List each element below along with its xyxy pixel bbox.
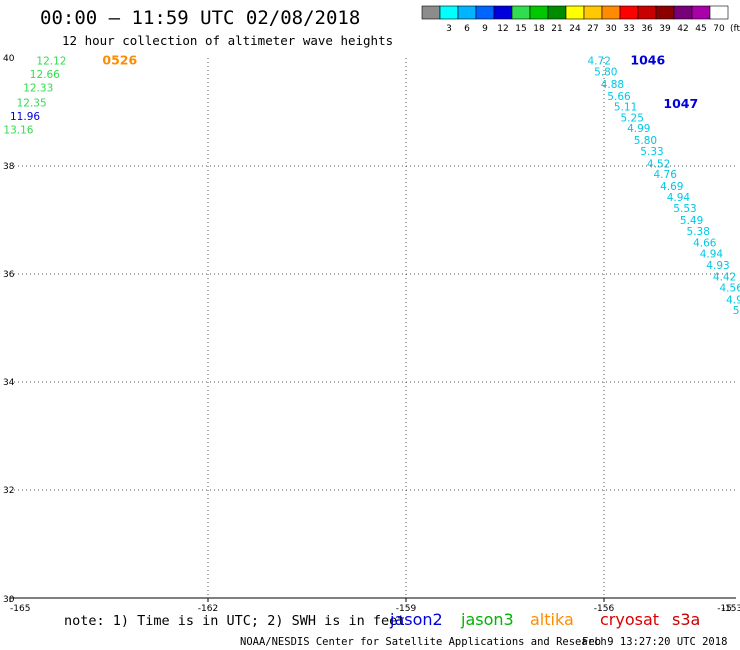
wave-height-label: 4.72 <box>588 56 611 68</box>
wave-height-label: 4.96 <box>726 294 740 306</box>
x-tick-label: -162 <box>198 604 218 614</box>
color-scale-swatch <box>655 5 675 20</box>
color-scale-swatch <box>619 5 639 20</box>
color-scale-swatch <box>529 5 549 20</box>
legend-satellite-jason3: jason3 <box>460 610 514 629</box>
wave-height-label: 4.69 <box>660 181 683 193</box>
x-tick-label: -165 <box>10 604 30 614</box>
color-scale-label: 27 <box>587 24 598 34</box>
color-scale-unit: (ft) <box>730 24 740 34</box>
legend-satellite-cryosat: cryosat <box>600 610 659 629</box>
wave-height-label: 5.66 <box>607 91 631 103</box>
y-tick-label: 38 <box>3 162 15 172</box>
footer-credit: NOAA/NESDIS Center for Satellite Applica… <box>240 636 607 648</box>
color-scale-swatch <box>673 5 693 20</box>
wave-height-label: 5.38 <box>687 226 710 238</box>
color-scale-label: 12 <box>497 24 508 34</box>
wave-height-label: 5.33 <box>640 146 663 158</box>
wave-height-label: 4.76 <box>654 169 678 181</box>
color-scale-label: 3 <box>446 24 452 34</box>
color-scale-label: 18 <box>533 24 545 34</box>
wave-height-label: 4.56 <box>720 283 740 295</box>
color-scale-label: 15 <box>515 24 526 34</box>
wave-height-label: 5.25 <box>621 112 644 124</box>
pass-time-label: 1047 <box>663 96 698 111</box>
wave-height-label: 5.53 <box>673 203 696 215</box>
color-scale-label: 45 <box>695 24 706 34</box>
wave-height-label: 4.93 <box>706 260 729 272</box>
wave-height-label: 12.12 <box>36 56 66 68</box>
color-scale-swatch <box>475 5 495 20</box>
y-tick-label: 32 <box>3 486 14 496</box>
wave-height-label: 5.80 <box>594 67 617 79</box>
color-scale-swatch <box>565 5 585 20</box>
color-scale-swatch <box>601 5 621 20</box>
footer-note: note: 1) Time is in UTC; 2) SWH is in fe… <box>64 613 405 629</box>
x-tick-label: -15 <box>717 604 732 614</box>
x-tick-label: -153 <box>722 604 740 614</box>
wave-height-label: 4.94 <box>700 248 724 260</box>
y-tick-label: 34 <box>3 378 15 388</box>
footer-timestamp: Feb 9 13:27:20 UTC 2018 <box>582 636 727 648</box>
pass-time-label: 0526 <box>102 53 137 68</box>
color-scale-label: 70 <box>713 24 725 34</box>
wave-height-label: 4.52 <box>647 158 670 170</box>
x-tick-label: -156 <box>594 604 615 614</box>
y-tick-label: 40 <box>3 54 15 64</box>
chart-subtitle: 12 hour collection of altimeter wave hei… <box>62 33 393 48</box>
color-scale-label: 42 <box>677 24 688 34</box>
color-scale-swatch <box>457 5 477 20</box>
color-scale-swatch <box>493 5 513 20</box>
color-scale-swatch <box>547 5 567 20</box>
color-scale-swatch <box>583 5 603 20</box>
wave-height-label: 12.35 <box>17 97 47 109</box>
wave-height-label: 4.42 <box>713 272 736 284</box>
color-scale-label: 6 <box>464 24 470 34</box>
color-scale-swatch <box>637 5 657 20</box>
y-tick-label: 36 <box>3 270 15 280</box>
color-scale-label: 9 <box>482 24 488 34</box>
color-scale-label: 33 <box>623 24 634 34</box>
wave-height-label: 4.94 <box>667 192 691 204</box>
color-scale-swatch <box>439 5 459 20</box>
legend-satellite-s3a: s3a <box>672 610 700 629</box>
wave-height-label: 5.11 <box>614 102 637 114</box>
color-scale-swatch <box>691 5 711 20</box>
y-tick-label: 30 <box>3 595 15 605</box>
wave-height-label: 5.49 <box>680 215 703 227</box>
wave-height-label: 12.33 <box>23 83 53 95</box>
color-scale-swatch <box>421 5 441 20</box>
color-scale-swatch <box>511 5 531 20</box>
wave-height-label: 11.96 <box>10 111 40 123</box>
color-scale-label: 39 <box>659 24 671 34</box>
wave-height-label: 5.80 <box>634 135 657 147</box>
pass-time-label: 1046 <box>630 53 665 68</box>
wave-height-label: 5.32 <box>733 305 740 317</box>
wave-height-label: 4.99 <box>627 123 650 135</box>
wave-height-label: 4.88 <box>601 79 624 91</box>
wave-height-label: 12.66 <box>30 69 60 81</box>
legend-satellite-altika: altika <box>530 610 574 629</box>
legend-satellite-jason2: jason2 <box>389 610 443 629</box>
color-scale-swatch <box>709 5 729 20</box>
wave-height-label: 4.66 <box>693 238 717 250</box>
color-scale-label: 36 <box>641 24 653 34</box>
color-scale-label: 21 <box>551 24 562 34</box>
color-scale-label: 30 <box>605 24 617 34</box>
wave-height-label: 13.16 <box>3 124 33 136</box>
chart-title: 00:00 – 11:59 UTC 02/08/2018 <box>40 7 360 29</box>
color-scale-label: 24 <box>569 24 581 34</box>
x-tick-label: -159 <box>396 604 417 614</box>
